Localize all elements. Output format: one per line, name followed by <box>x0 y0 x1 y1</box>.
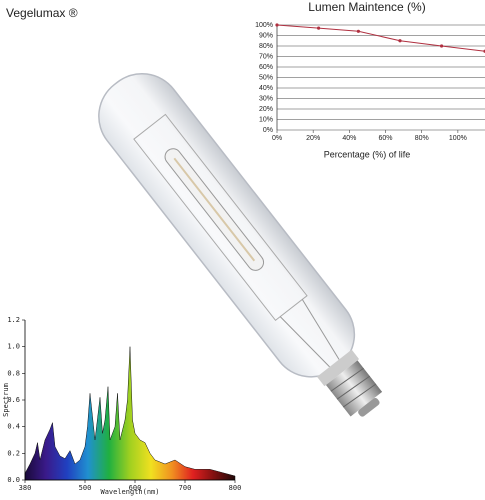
chart-title: Lumen Maintence (%) <box>308 0 425 14</box>
y-tick-label: 0% <box>263 127 273 134</box>
data-point <box>439 44 444 48</box>
y-tick-label: 50% <box>259 74 273 81</box>
y-tick-label: 0.0 <box>7 476 20 484</box>
x-tick-label: 500 <box>79 484 92 492</box>
y-tick-label: 70% <box>259 53 273 60</box>
x-tick-label: 60% <box>379 135 393 142</box>
x-axis-label: Percentage (%) of life <box>324 149 411 159</box>
data-point <box>275 23 279 27</box>
y-tick-label: 80% <box>259 43 273 50</box>
x-tick-label: 100% <box>449 135 467 142</box>
x-tick-label: 800 <box>229 484 242 492</box>
data-point <box>356 29 360 33</box>
data-line <box>276 24 485 52</box>
x-tick-label: 40% <box>342 135 356 142</box>
x-tick-label: 80% <box>415 135 429 142</box>
data-point <box>398 39 402 43</box>
y-tick-label: 20% <box>259 106 273 113</box>
y-tick-label: 0.4 <box>7 423 20 431</box>
y-tick-label: 60% <box>259 64 273 71</box>
x-axis-label: Wavelength(nm) <box>100 488 159 496</box>
y-tick-label: 1.2 <box>7 316 20 324</box>
x-tick-label: 20% <box>306 135 320 142</box>
y-tick-label: 90% <box>259 32 273 39</box>
y-tick-label: 1.0 <box>7 343 20 351</box>
x-tick-label: 600 <box>129 484 142 492</box>
y-tick-label: 0.8 <box>7 369 20 377</box>
x-tick-label: 700 <box>179 484 192 492</box>
y-tick-label: 0.6 <box>7 396 20 404</box>
brand: Vegelumax ® <box>6 6 78 20</box>
y-tick-label: 100% <box>255 22 273 29</box>
y-tick-label: 0.2 <box>7 449 20 457</box>
spectrum-area <box>24 346 236 481</box>
x-tick-label: 0% <box>272 135 282 142</box>
y-tick-label: 10% <box>259 116 273 123</box>
y-axis-label: Spectrum <box>2 383 10 417</box>
x-tick-label: 380 <box>19 484 32 492</box>
y-tick-label: 40% <box>259 85 273 92</box>
bulb <box>98 72 383 417</box>
data-point <box>317 26 321 30</box>
y-tick-label: 30% <box>259 95 273 102</box>
